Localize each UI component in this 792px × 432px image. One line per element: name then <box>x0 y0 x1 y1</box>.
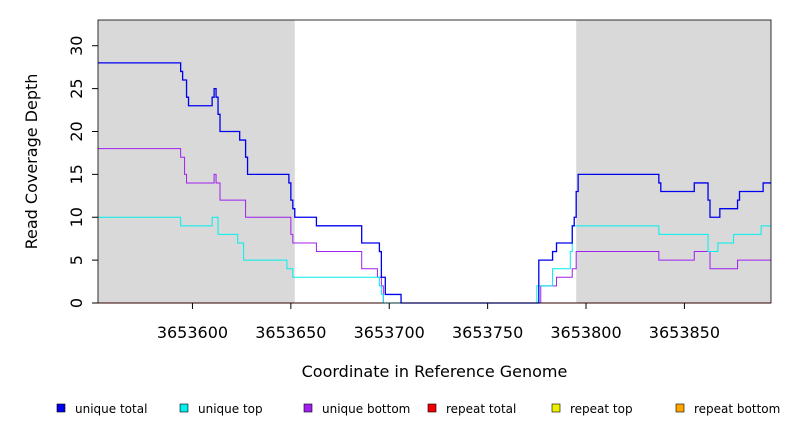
x-tick-label: 3653700 <box>354 323 425 342</box>
legend-label-unique-top: unique top <box>198 402 263 416</box>
legend-label-repeat-bottom: repeat bottom <box>694 402 780 416</box>
x-tick-label: 3653650 <box>255 323 326 342</box>
x-tick-label: 3653850 <box>649 323 720 342</box>
legend-label-repeat-top: repeat top <box>570 402 633 416</box>
legend-label-unique-bottom: unique bottom <box>322 402 410 416</box>
shaded-region-2 <box>576 20 771 303</box>
y-axis-title: Read Coverage Depth <box>22 74 41 250</box>
y-tick-label: 20 <box>67 121 86 141</box>
x-axis-title: Coordinate in Reference Genome <box>302 362 568 381</box>
legend-label-repeat-total: repeat total <box>446 402 516 416</box>
y-tick-label: 10 <box>67 207 86 227</box>
y-tick-label: 30 <box>67 36 86 56</box>
legend-swatch-repeat-total <box>427 403 437 413</box>
series-line-unique-total <box>98 62 771 304</box>
series-line-unique-top <box>98 216 771 304</box>
x-tick-label: 3653750 <box>452 323 523 342</box>
series-line-unique-bottom <box>98 148 771 304</box>
legend-swatch-unique-total <box>56 403 66 413</box>
shaded-regions <box>98 20 771 303</box>
y-tick-label: 5 <box>67 255 86 265</box>
legend-swatch-unique-top <box>179 403 189 413</box>
x-axis: 3653600 3653650 3653700 3653750 3653800 36538… <box>157 303 720 342</box>
y-tick-label: 0 <box>67 298 86 308</box>
plot-border <box>97 19 772 304</box>
shaded-region-1 <box>98 20 295 303</box>
x-tick-label: 3653600 <box>157 323 228 342</box>
legend: unique total unique top unique bottom repea… <box>56 402 780 416</box>
legend-swatch-repeat-top <box>551 403 561 413</box>
x-tick-label: 3653800 <box>550 323 621 342</box>
y-tick-label: 15 <box>67 164 86 184</box>
legend-swatch-repeat-bottom <box>675 403 685 413</box>
legend-label-unique-total: unique total <box>75 402 147 416</box>
y-tick-label: 25 <box>67 78 86 98</box>
y-axis: 0 5 10 15 20 25 30 <box>67 36 98 308</box>
legend-swatch-unique-bottom <box>303 403 313 413</box>
